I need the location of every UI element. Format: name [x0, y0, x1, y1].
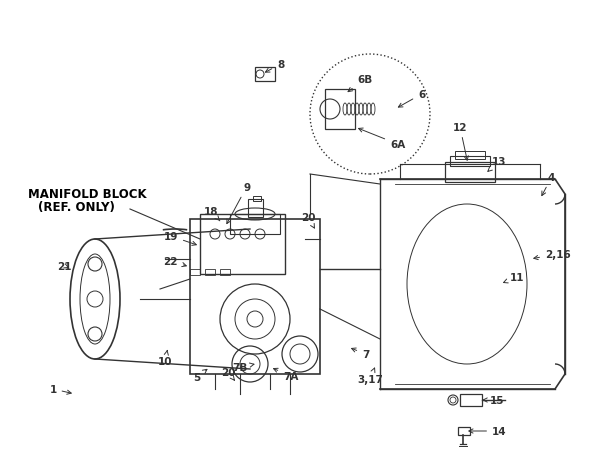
Bar [205, 269, 215, 276]
Text: MANIFOLD BLOCK: MANIFOLD BLOCK [28, 188, 146, 201]
Text: 2,16: 2,16 [534, 249, 571, 260]
Bar [460, 394, 482, 406]
Text: 6: 6 [398, 90, 425, 108]
Text: 13: 13 [488, 157, 506, 172]
Text: 6B: 6B [348, 75, 372, 92]
Bar [450, 157, 490, 167]
Text: 7: 7 [352, 348, 370, 359]
Bar [190, 219, 320, 374]
Bar [325, 90, 355, 130]
Bar [445, 163, 495, 183]
Text: 15: 15 [483, 395, 505, 405]
Text: 14: 14 [469, 426, 506, 436]
Text: 20: 20 [221, 367, 235, 380]
Bar [220, 269, 230, 276]
Text: 12: 12 [453, 123, 469, 161]
Text: 10: 10 [158, 351, 172, 366]
Text: 5: 5 [193, 369, 207, 382]
Bar [200, 215, 285, 275]
Text: 6A: 6A [359, 129, 405, 149]
Text: 8: 8 [265, 60, 284, 73]
Bar [253, 197, 261, 201]
Text: (REF. ONLY): (REF. ONLY) [38, 200, 115, 213]
Text: 4: 4 [542, 173, 556, 196]
Text: 21: 21 [58, 261, 72, 271]
Text: 1: 1 [49, 384, 71, 395]
Text: 18: 18 [203, 207, 220, 221]
Text: 22: 22 [164, 257, 187, 267]
Bar [255, 68, 275, 82]
Bar [190, 269, 200, 276]
Text: 9: 9 [227, 183, 250, 224]
Text: 3,17: 3,17 [357, 368, 383, 384]
Text: 20: 20 [301, 213, 315, 228]
Bar [248, 199, 263, 218]
Text: 19: 19 [164, 231, 196, 246]
Text: 7B: 7B [233, 362, 254, 372]
Text: 11: 11 [503, 272, 524, 283]
Text: 7A: 7A [274, 368, 298, 381]
Bar [458, 427, 470, 435]
Bar [455, 152, 485, 159]
Bar [230, 215, 280, 235]
